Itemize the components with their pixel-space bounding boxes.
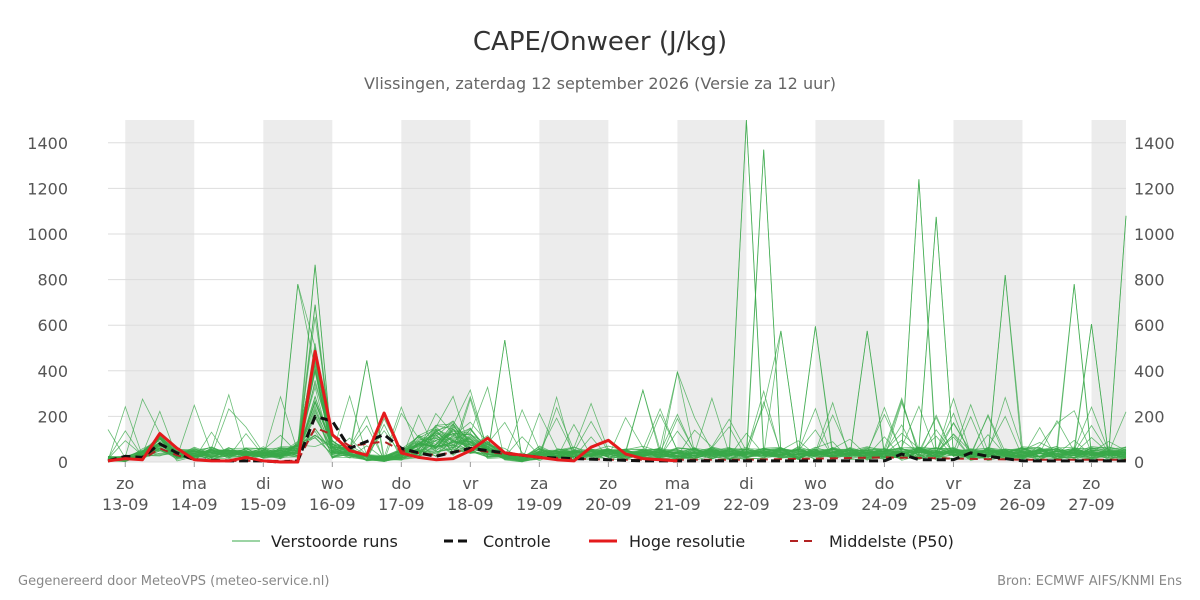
x-tick-day-4: do	[391, 474, 411, 493]
x-tick-day-0: zo	[116, 474, 134, 493]
axes: 0 0 200 200 400 400 600 600 800 800 1000 1000 1200 12…	[27, 134, 1174, 514]
shade-band-2	[401, 120, 471, 462]
ensemble-run-48	[107, 413, 1127, 461]
shade-band-6	[953, 120, 1023, 462]
series-line-hires	[107, 349, 678, 464]
x-tick-day-10: wo	[804, 474, 827, 493]
grid	[108, 142, 1126, 463]
x-tick-date-0: 13-09	[102, 495, 149, 514]
x-tick-date-12: 25-09	[930, 495, 977, 514]
shade-band-3	[539, 120, 609, 462]
main-series	[107, 349, 1126, 464]
chart-subtitle: Vlissingen, zaterdag 12 september 2026 (…	[364, 74, 836, 93]
y-tick-left-800: 800	[37, 271, 68, 290]
legend-label-hires: Hoge resolutie	[629, 532, 745, 551]
x-tick-date-9: 22-09	[723, 495, 770, 514]
x-tick-day-1: ma	[182, 474, 207, 493]
x-tick-date-14: 27-09	[1068, 495, 1115, 514]
legend-label-ensemble: Verstoorde runs	[271, 532, 398, 551]
x-tick-date-8: 21-09	[654, 495, 701, 514]
x-tick-date-10: 23-09	[792, 495, 839, 514]
y-tick-right-400: 400	[1134, 362, 1165, 381]
shade-band-1	[263, 120, 333, 462]
y-tick-left-1000: 1000	[27, 225, 68, 244]
shade-band-0	[125, 120, 195, 462]
ensemble-run-49	[107, 382, 1127, 462]
ensemble-runs	[107, 119, 1127, 463]
y-tick-right-800: 800	[1134, 271, 1165, 290]
x-tick-day-14: zo	[1082, 474, 1100, 493]
x-tick-day-5: vr	[462, 474, 478, 493]
x-tick-day-9: di	[739, 474, 754, 493]
legend: Verstoorde runs Controle Hoge resolutie …	[232, 532, 954, 551]
x-tick-day-11: do	[874, 474, 894, 493]
y-tick-right-600: 600	[1134, 316, 1165, 335]
y-tick-left-200: 200	[37, 407, 68, 426]
legend-label-control: Controle	[483, 532, 551, 551]
x-tick-date-11: 24-09	[861, 495, 908, 514]
x-tick-date-3: 16-09	[309, 495, 356, 514]
x-tick-day-3: wo	[321, 474, 344, 493]
x-tick-date-13: 26-09	[999, 495, 1046, 514]
y-tick-left-600: 600	[37, 316, 68, 335]
x-tick-date-2: 15-09	[240, 495, 287, 514]
y-tick-right-1400: 1400	[1134, 134, 1175, 153]
footer-right: Bron: ECMWF AIFS/KNMI Ens	[997, 574, 1182, 589]
x-tick-date-7: 20-09	[585, 495, 632, 514]
x-tick-date-5: 18-09	[447, 495, 494, 514]
shade-band-5	[815, 120, 885, 462]
y-tick-right-1000: 1000	[1134, 225, 1175, 244]
y-tick-left-400: 400	[37, 362, 68, 381]
legend-label-p50: Middelste (P50)	[829, 532, 954, 551]
y-tick-left-1200: 1200	[27, 179, 68, 198]
x-tick-day-6: za	[530, 474, 548, 493]
chart-title: CAPE/Onweer (J/kg)	[473, 27, 727, 57]
y-tick-right-200: 200	[1134, 407, 1165, 426]
x-tick-day-12: vr	[945, 474, 961, 493]
y-tick-left-1400: 1400	[27, 134, 68, 153]
x-tick-day-8: ma	[665, 474, 690, 493]
x-tick-day-2: di	[256, 474, 271, 493]
ensemble-run-47	[107, 370, 1127, 461]
x-tick-date-6: 19-09	[516, 495, 563, 514]
y-tick-right-0: 0	[1134, 453, 1144, 472]
y-tick-right-1200: 1200	[1134, 179, 1175, 198]
x-tick-day-7: zo	[599, 474, 617, 493]
x-tick-date-4: 17-09	[378, 495, 425, 514]
footer-left: Gegenereerd door MeteoVPS (meteo-service…	[18, 574, 329, 589]
x-tick-day-13: za	[1013, 474, 1031, 493]
shade-band-4	[677, 120, 747, 462]
x-tick-date-1: 14-09	[171, 495, 218, 514]
y-tick-left-0: 0	[58, 453, 68, 472]
weekend-shading	[125, 120, 1126, 462]
